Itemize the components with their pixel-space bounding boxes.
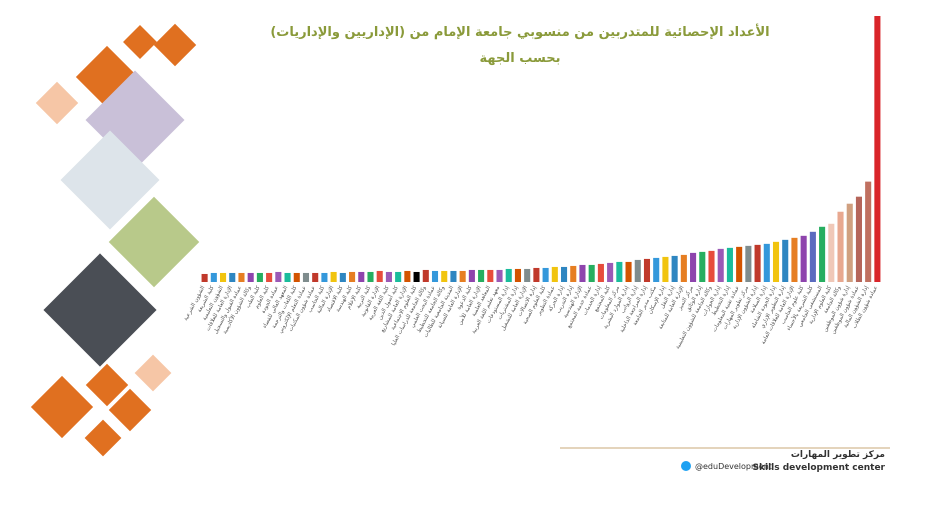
bar (745, 245, 752, 282)
bar (551, 266, 558, 282)
bar (367, 271, 374, 282)
twitter-handle: @eduDevelopment (695, 462, 772, 471)
center-name-en: Skills development center (753, 463, 886, 473)
bar (680, 254, 687, 282)
bar (293, 272, 300, 282)
bar (404, 270, 411, 282)
bar (717, 248, 724, 282)
bar (422, 269, 429, 282)
bar (625, 261, 632, 282)
bar (560, 266, 568, 282)
bar (763, 243, 770, 282)
bar (800, 235, 807, 282)
bar (468, 269, 475, 282)
bar (616, 261, 623, 282)
bar (284, 272, 291, 282)
bar (312, 272, 319, 282)
bar (846, 203, 853, 282)
bar (339, 272, 346, 282)
bar (791, 237, 798, 282)
bar (358, 271, 365, 282)
bar (874, 16, 881, 282)
bar (699, 251, 706, 282)
bar (579, 264, 586, 282)
bar (376, 270, 383, 282)
bar (210, 272, 217, 282)
bar (736, 246, 743, 282)
bar (450, 270, 457, 282)
bar (266, 272, 273, 282)
bar (302, 272, 310, 282)
bar (634, 259, 641, 282)
bar (653, 257, 660, 282)
bar (201, 273, 208, 282)
bar (441, 270, 448, 282)
bar (330, 271, 337, 282)
bar (662, 256, 669, 282)
bar (349, 271, 356, 282)
chart-title: الأعداد الإحصائية للمتدربين من منسوبي جا… (270, 23, 769, 40)
bar (321, 272, 328, 282)
bar (754, 244, 761, 282)
bar (865, 181, 872, 282)
bar (855, 196, 863, 282)
bar (514, 268, 522, 282)
bar (256, 272, 263, 282)
bar (219, 272, 227, 282)
bar (837, 211, 844, 282)
bar (238, 272, 245, 282)
bar (772, 241, 780, 282)
chart-subtitle: بحسب الجهة (480, 51, 561, 66)
bar (643, 258, 651, 282)
bar (542, 267, 549, 282)
bar (459, 270, 466, 282)
bar (809, 231, 816, 282)
bar (533, 267, 540, 282)
bar (478, 269, 485, 282)
bar (588, 264, 595, 282)
bar (597, 263, 604, 282)
bar (708, 250, 715, 282)
bar (671, 255, 678, 282)
bar (726, 247, 733, 282)
bar (385, 271, 392, 282)
decoration (30, 23, 200, 457)
bar (505, 268, 512, 282)
bar (487, 269, 494, 282)
bar (828, 223, 835, 282)
twitter-icon (681, 461, 691, 471)
bar (570, 265, 577, 282)
bar (496, 269, 503, 282)
bar (782, 239, 789, 282)
bar (690, 252, 697, 282)
bar (607, 262, 614, 282)
bar (413, 271, 420, 282)
bar (395, 271, 402, 282)
bar (275, 271, 282, 282)
bar (229, 272, 236, 282)
center-name-ar: مركز تطوير المهارات (791, 450, 885, 460)
bar (819, 226, 826, 282)
bar (431, 270, 439, 282)
bar (247, 272, 254, 282)
bar (524, 268, 531, 282)
